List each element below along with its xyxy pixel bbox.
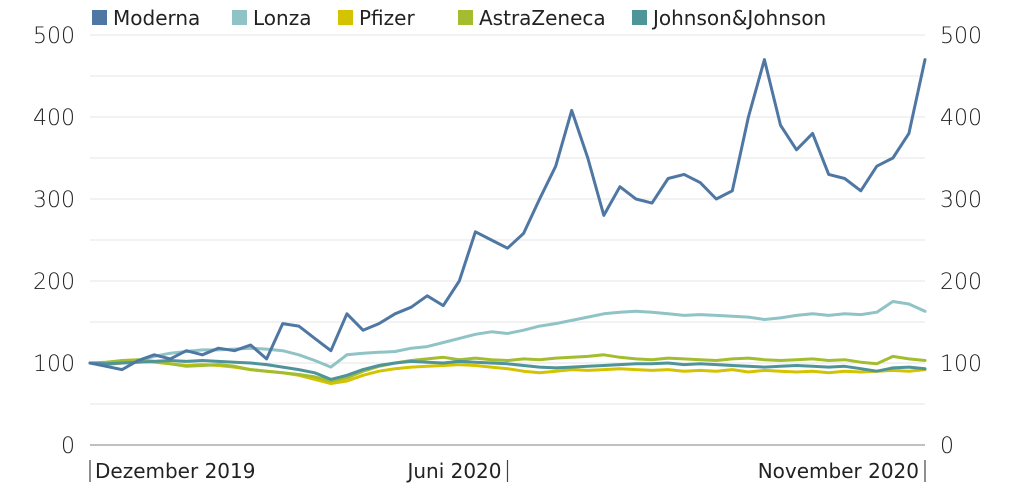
y-axis-left: 0 100 200 300 400 500 <box>33 24 75 459</box>
legend-item-pfizer: Pfizer <box>338 6 415 30</box>
legend-swatch <box>232 10 247 25</box>
y-tick-label-right: 400 <box>940 106 982 131</box>
legend-label: AstraZeneca <box>479 6 606 30</box>
y-tick-label-left: 200 <box>33 270 75 295</box>
legend-label: Moderna <box>113 6 200 30</box>
y-axis-right: 0 100 200 300 400 500 <box>940 24 982 459</box>
gridlines <box>90 34 925 446</box>
legend-label: Lonza <box>253 6 311 30</box>
x-tick-label: November 2020 <box>758 459 919 483</box>
y-tick-label-left: 300 <box>33 188 75 213</box>
y-tick-label-left: 400 <box>33 106 75 131</box>
series-line-moderna <box>88 58 927 372</box>
legend-item-astrazeneca: AstraZeneca <box>458 6 606 30</box>
y-tick-label-right: 500 <box>940 24 982 49</box>
legend-item-johnson-johnson: Johnson&Johnson <box>632 6 826 30</box>
series-line-lonza <box>88 300 927 369</box>
legend-swatch <box>338 10 353 25</box>
y-tick-label-left: 0 <box>61 434 75 459</box>
legend-item-lonza: Lonza <box>232 6 311 30</box>
x-axis: Dezember 2019 Juni 2020 November 2020 <box>89 459 926 483</box>
legend-swatch <box>92 10 107 25</box>
series-line-johnson-johnson <box>88 359 927 381</box>
legend-swatch <box>458 10 473 25</box>
x-tick-label: Juni 2020 <box>405 459 501 483</box>
y-tick-label-right: 200 <box>940 270 982 295</box>
y-tick-label-left: 100 <box>33 352 75 377</box>
y-tick-label-right: 0 <box>940 434 954 459</box>
legend: Moderna Lonza Pfizer AstraZeneca Johnson&Joh… <box>92 6 826 30</box>
legend-label: Johnson&Johnson <box>651 6 826 30</box>
y-tick-label-right: 300 <box>940 188 982 213</box>
series-line-astrazeneca <box>88 353 927 383</box>
series-lines <box>88 58 927 385</box>
legend-swatch <box>632 10 647 25</box>
legend-label: Pfizer <box>359 6 415 30</box>
y-tick-label-left: 500 <box>33 24 75 49</box>
legend-item-moderna: Moderna <box>92 6 200 30</box>
y-tick-label-right: 100 <box>940 352 982 377</box>
x-tick-label: Dezember 2019 <box>95 459 255 483</box>
